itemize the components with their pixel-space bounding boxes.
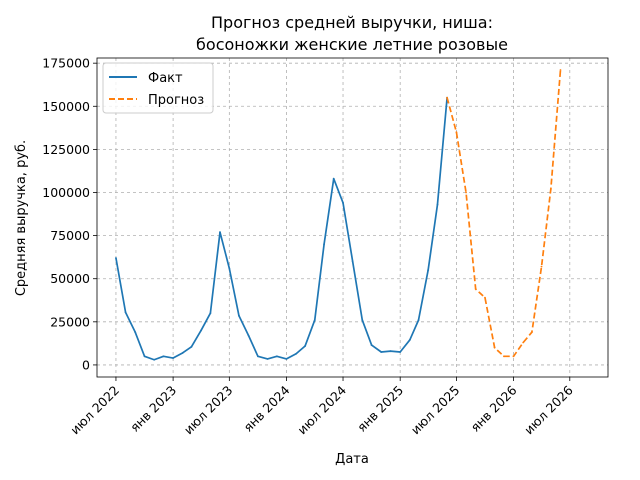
series-line-0: [115, 97, 448, 361]
series-0-point: [153, 358, 156, 361]
x-axis-label: Дата: [335, 452, 369, 467]
series-1-point: [446, 96, 448, 99]
series-0-point: [361, 319, 364, 321]
series-0-point: [200, 329, 202, 332]
series-0-point: [162, 355, 165, 358]
series-0-point: [399, 351, 402, 353]
series-0-point: [332, 177, 335, 180]
series-0-point: [323, 243, 325, 246]
chart-title-line-1: Прогноз средней выручки, ниша:: [211, 13, 493, 32]
series-0-point: [370, 344, 373, 346]
series-0-point: [342, 201, 344, 204]
y-tick-label: 0: [82, 357, 90, 372]
y-tick-label: 150000: [42, 99, 90, 114]
y-axis-label: Средняя выручка, руб.: [14, 140, 29, 296]
series-0-point: [238, 314, 240, 317]
series-1-point: [465, 191, 467, 194]
series-1-point: [474, 288, 477, 290]
series-0-point: [247, 334, 250, 337]
series-0-point: [181, 351, 184, 354]
series-0-point: [266, 357, 269, 360]
axes-layer: [96, 57, 609, 378]
series-0-point: [257, 355, 259, 358]
series-0-point: [134, 331, 137, 334]
y-tick-label: 175000: [42, 56, 90, 71]
series-0-point: [228, 267, 231, 270]
y-tick-label: 100000: [42, 185, 90, 200]
y-tick-label: 75000: [50, 228, 90, 243]
series-0-point: [285, 357, 288, 360]
legend-box: [102, 62, 214, 114]
plot-frame: [96, 57, 609, 378]
series-0-point: [351, 260, 354, 263]
series-0-point: [436, 203, 439, 206]
series-1-point: [559, 69, 562, 71]
series-1-point: [455, 131, 458, 134]
legend: Факт Прогноз: [102, 62, 214, 114]
series-0-point: [219, 231, 221, 234]
series-0-point: [172, 357, 175, 359]
y-tick-layer: 0 25000 50000 75000 100000 125000 150000 175000: [42, 56, 97, 372]
series-0-point: [408, 339, 411, 341]
series-1-point: [484, 296, 486, 299]
series-0-point: [313, 319, 316, 321]
series-0-point: [417, 319, 420, 321]
legend-label-forecast: Прогноз: [148, 93, 204, 108]
series-1-point: [503, 355, 505, 358]
series-1-point: [540, 265, 543, 268]
series-0-point: [427, 269, 430, 271]
series-1-point: [549, 188, 552, 190]
series-1-point: [493, 346, 496, 349]
series-layer: [115, 69, 562, 361]
series-0-point: [389, 350, 392, 353]
series-0-point: [143, 355, 146, 358]
series-0-point: [190, 345, 193, 348]
series-0-point: [115, 257, 117, 259]
y-tick-label: 125000: [42, 142, 90, 157]
series-0-point: [304, 345, 307, 347]
y-tick-label: 25000: [50, 314, 90, 329]
series-0-point: [209, 312, 212, 315]
series-0-point: [380, 351, 383, 353]
series-0-point: [275, 355, 278, 358]
chart-title-line-2: босоножки женские летние розовые: [196, 35, 508, 54]
series-0-point: [124, 311, 127, 314]
series-1-point: [512, 355, 515, 358]
series-1-point: [522, 341, 525, 344]
series-0-point: [295, 352, 298, 355]
legend-label-fact: Факт: [148, 71, 183, 86]
series-1-point: [530, 331, 533, 334]
y-tick-label: 50000: [50, 271, 90, 286]
